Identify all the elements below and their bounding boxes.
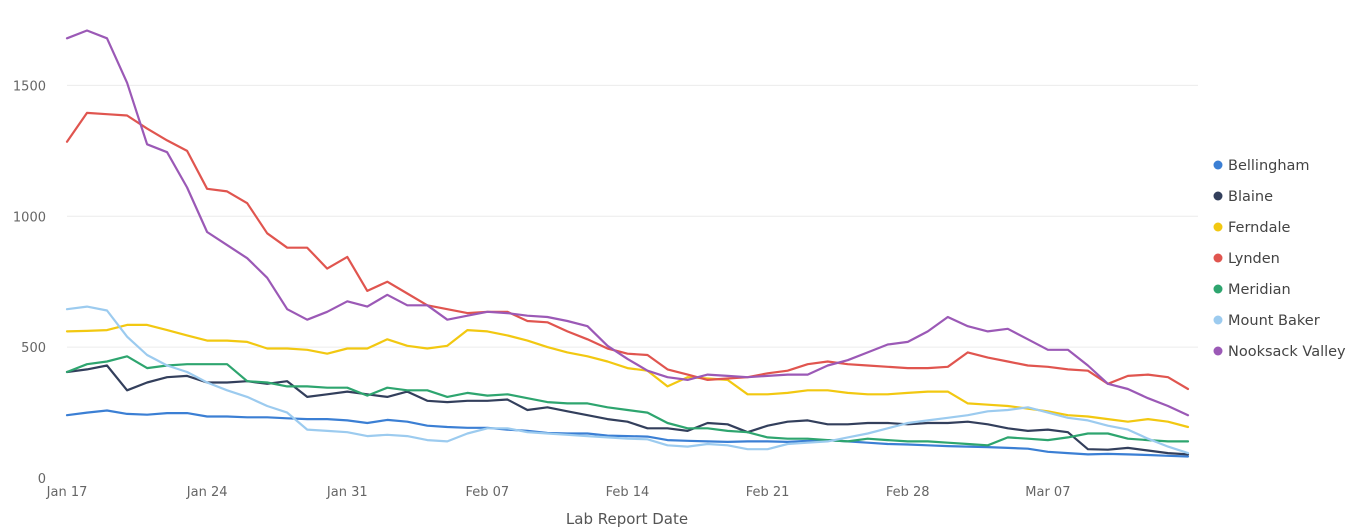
legend-item[interactable]: Mount Baker xyxy=(1213,313,1320,329)
legend-item[interactable]: Bellingham xyxy=(1213,158,1310,174)
legend-label: Ferndale xyxy=(1228,220,1290,236)
legend-label: Meridian xyxy=(1228,282,1291,298)
legend-marker xyxy=(1213,222,1223,232)
legend: Bellingham Blaine Ferndale Lynden Meridian Mo… xyxy=(1213,158,1347,360)
legend-label: Mount Baker xyxy=(1228,313,1320,329)
legend-marker xyxy=(1213,346,1223,356)
legend-item[interactable]: Lynden xyxy=(1213,251,1280,267)
legend-item[interactable]: Ferndale xyxy=(1213,220,1291,236)
series-lines xyxy=(65,29,1190,458)
series-line-lynden xyxy=(65,111,1190,391)
legend-marker xyxy=(1213,284,1223,294)
legend-label: Bellingham xyxy=(1228,158,1310,174)
legend-marker xyxy=(1213,160,1223,170)
legend-label: Nooksack Valley xyxy=(1228,344,1346,360)
x-tick-label: Feb 07 xyxy=(466,485,510,500)
legend-marker xyxy=(1213,253,1223,263)
series-line-meridian xyxy=(65,355,1190,447)
x-tick-label: Jan 31 xyxy=(326,485,368,500)
gridlines xyxy=(67,84,1198,348)
legend-marker xyxy=(1213,191,1223,201)
legend-item[interactable]: Nooksack Valley xyxy=(1213,344,1347,360)
x-tick-label: Mar 07 xyxy=(1025,485,1070,500)
y-tick-label: 500 xyxy=(21,341,46,356)
legend-item[interactable]: Blaine xyxy=(1213,189,1274,205)
series-line-bellingham xyxy=(65,409,1190,458)
x-tick-label: Feb 28 xyxy=(886,485,930,500)
x-tick-label: Feb 21 xyxy=(746,485,790,500)
legend-label: Lynden xyxy=(1228,251,1280,267)
legend-item[interactable]: Meridian xyxy=(1213,282,1291,298)
y-tick-label: 1000 xyxy=(13,210,46,225)
x-axis: Jan 17 Jan 24 Jan 31 Feb 07 Feb 14 Feb 21 Feb … xyxy=(46,485,1071,500)
x-tick-label: Feb 14 xyxy=(606,485,650,500)
x-tick-label: Jan 24 xyxy=(186,485,228,500)
y-tick-label: 0 xyxy=(38,472,46,487)
series-line-ferndale xyxy=(65,323,1190,429)
y-axis: 0 500 1000 1500 xyxy=(13,79,46,487)
legend-label: Blaine xyxy=(1228,189,1273,205)
series-line-mount-baker xyxy=(65,305,1190,455)
x-axis-title: Lab Report Date xyxy=(566,510,688,528)
x-tick-label: Jan 17 xyxy=(46,485,88,500)
series-line-nooksack-valley xyxy=(65,29,1190,417)
y-tick-label: 1500 xyxy=(13,79,46,94)
legend-marker xyxy=(1213,315,1223,325)
